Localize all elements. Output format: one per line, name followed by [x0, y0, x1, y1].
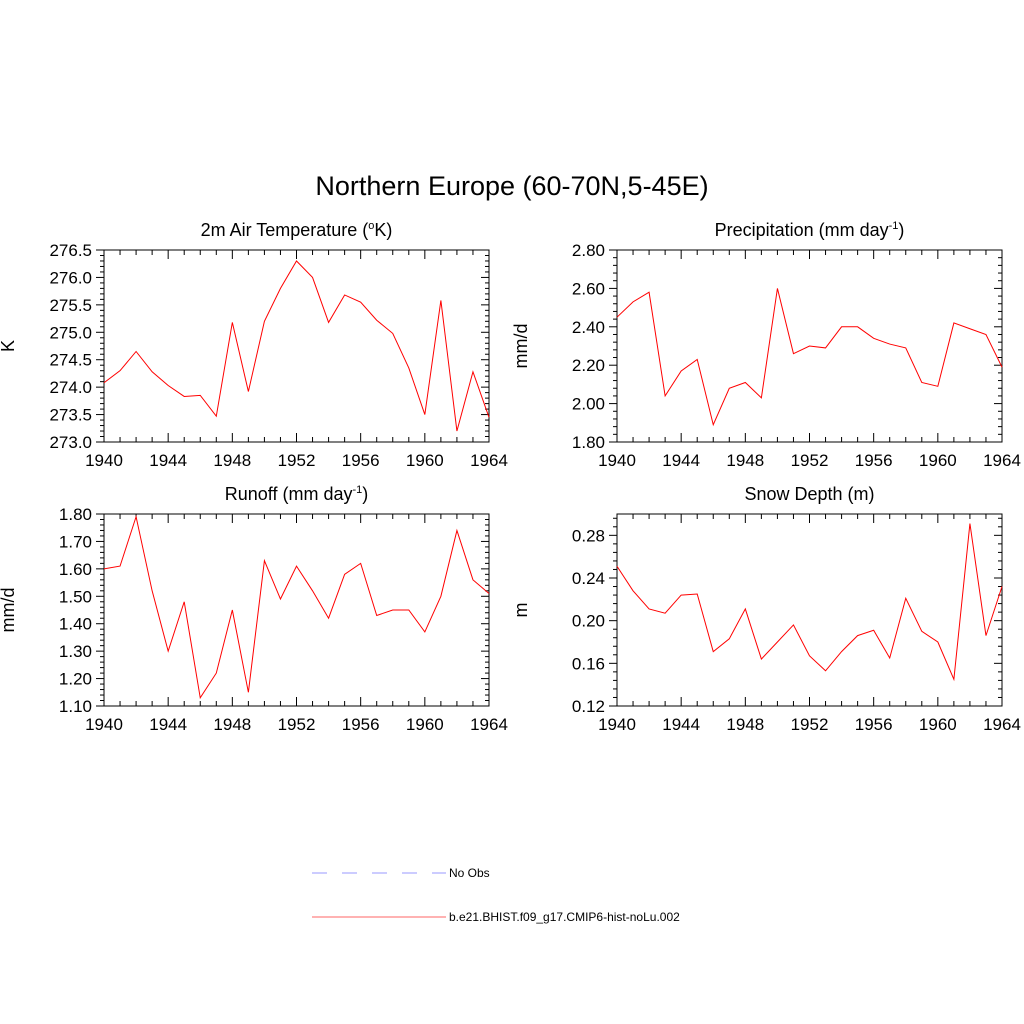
x-tick-label: 1960 [919, 715, 957, 734]
series-line-1 [103, 514, 490, 700]
y-tick-label: 273.0 [49, 433, 92, 452]
panel-title-text: Snow Depth (m) [744, 484, 874, 504]
panel-title: Runoff (mm day-1) [225, 484, 369, 504]
panel-title: Precipitation (mm day-1) [715, 220, 905, 240]
x-tick-label: 1956 [855, 451, 893, 470]
y-tick-label: 1.70 [59, 532, 92, 551]
legend-label-1: No Obs [449, 866, 490, 880]
x-tick-label: 1940 [85, 715, 123, 734]
y-tick-label: 1.20 [59, 670, 92, 689]
legend: No Obs b.e21.BHIST.f09_g17.CMIP6-hist-noL… [312, 866, 680, 924]
x-tick-label: 1964 [983, 451, 1021, 470]
y-tick-label: 2.40 [572, 318, 605, 337]
panel-title-text: Precipitation (mm day [715, 220, 889, 240]
plot-frame [103, 513, 490, 707]
panel-title: Snow Depth (m) [744, 484, 874, 504]
y-tick-label: 0.28 [572, 526, 605, 545]
x-tick-label: 1960 [406, 715, 444, 734]
y-tick-label: 1.60 [59, 560, 92, 579]
x-tick-label: 1960 [406, 451, 444, 470]
x-tick-label: 1952 [791, 451, 829, 470]
x-tick-label: 1944 [149, 451, 187, 470]
x-tick-label: 1952 [791, 715, 829, 734]
chart-panel-4: Snow Depth (m) m 1940 1944 1948 1952 1956 1960 1… [511, 484, 1021, 734]
x-tick-label: 1948 [213, 451, 251, 470]
y-tick-label: 0.12 [572, 697, 605, 716]
y-tick-label: 0.20 [572, 612, 605, 631]
y-tick-label: 0.16 [572, 654, 605, 673]
x-tick-label: 1956 [855, 715, 893, 734]
x-tick-label: 1948 [726, 715, 764, 734]
y-axis-label: K [0, 340, 18, 352]
y-axis-label: m [511, 603, 531, 618]
x-tick-label: 1940 [598, 451, 636, 470]
x-tick-label: 1964 [470, 715, 508, 734]
y-tick-label: 274.0 [49, 378, 92, 397]
panel-title-superscript: -1 [352, 484, 362, 496]
x-tick-label: 1944 [662, 451, 700, 470]
panel-title-tail: K) [374, 220, 392, 240]
y-tick-label: 1.80 [572, 433, 605, 452]
y-tick-label: 275.0 [49, 323, 92, 342]
y-tick-label: 2.80 [572, 241, 605, 260]
panel-title-tail: ) [362, 484, 368, 504]
plot-frame [616, 513, 1003, 707]
chart-panels: 2m Air Temperature (oK) K 1940 1944 1948 1952… [0, 220, 1021, 734]
series-line-1 [616, 288, 1003, 427]
y-tick-label: 1.40 [59, 615, 92, 634]
panel-title-superscript: -1 [889, 220, 899, 232]
y-tick-label: 274.5 [49, 351, 92, 370]
y-tick-label: 273.5 [49, 406, 92, 425]
y-tick-label: 1.10 [59, 697, 92, 716]
y-tick-label: 276.5 [49, 241, 92, 260]
figure-title: Northern Europe (60-70N,5-45E) [315, 171, 708, 201]
y-tick-label: 276.0 [49, 268, 92, 287]
x-tick-label: 1952 [278, 451, 316, 470]
legend-label-2: b.e21.BHIST.f09_g17.CMIP6-hist-noLu.002 [449, 910, 680, 924]
y-tick-label: 275.5 [49, 296, 92, 315]
x-tick-label: 1948 [726, 451, 764, 470]
x-tick-label: 1964 [470, 451, 508, 470]
x-tick-label: 1940 [85, 451, 123, 470]
y-axis-label: mm/d [511, 324, 531, 369]
y-tick-label: 0.24 [572, 569, 605, 588]
panel-title-text: Runoff (mm day [225, 484, 353, 504]
chart-panel-3: Runoff (mm day-1) mm/d 1940 1944 1948 1952 195… [0, 484, 508, 734]
series-line-1 [103, 260, 490, 432]
y-tick-label: 1.50 [59, 587, 92, 606]
x-tick-label: 1944 [662, 715, 700, 734]
y-tick-label: 2.20 [572, 356, 605, 375]
panel-title: 2m Air Temperature (oK) [201, 220, 393, 240]
series-line-1 [616, 523, 1003, 682]
x-tick-label: 1944 [149, 715, 187, 734]
chart-panel-1: 2m Air Temperature (oK) K 1940 1944 1948 1952… [0, 220, 508, 470]
x-tick-label: 1956 [342, 451, 380, 470]
x-tick-label: 1952 [278, 715, 316, 734]
x-tick-label: 1964 [983, 715, 1021, 734]
y-tick-label: 1.80 [59, 505, 92, 524]
x-tick-label: 1940 [598, 715, 636, 734]
panel-title-text: 2m Air Temperature ( [201, 220, 369, 240]
y-tick-label: 2.60 [572, 279, 605, 298]
panel-title-tail: ) [898, 220, 904, 240]
y-tick-label: 1.30 [59, 642, 92, 661]
y-tick-label: 2.00 [572, 395, 605, 414]
panel-title-superscript: o [368, 220, 374, 232]
x-tick-label: 1948 [213, 715, 251, 734]
y-axis-label: mm/d [0, 588, 18, 633]
plot-frame [103, 249, 490, 443]
chart-panel-2: Precipitation (mm day-1) mm/d 1940 1944 1948… [511, 220, 1021, 470]
x-tick-label: 1956 [342, 715, 380, 734]
x-tick-label: 1960 [919, 451, 957, 470]
